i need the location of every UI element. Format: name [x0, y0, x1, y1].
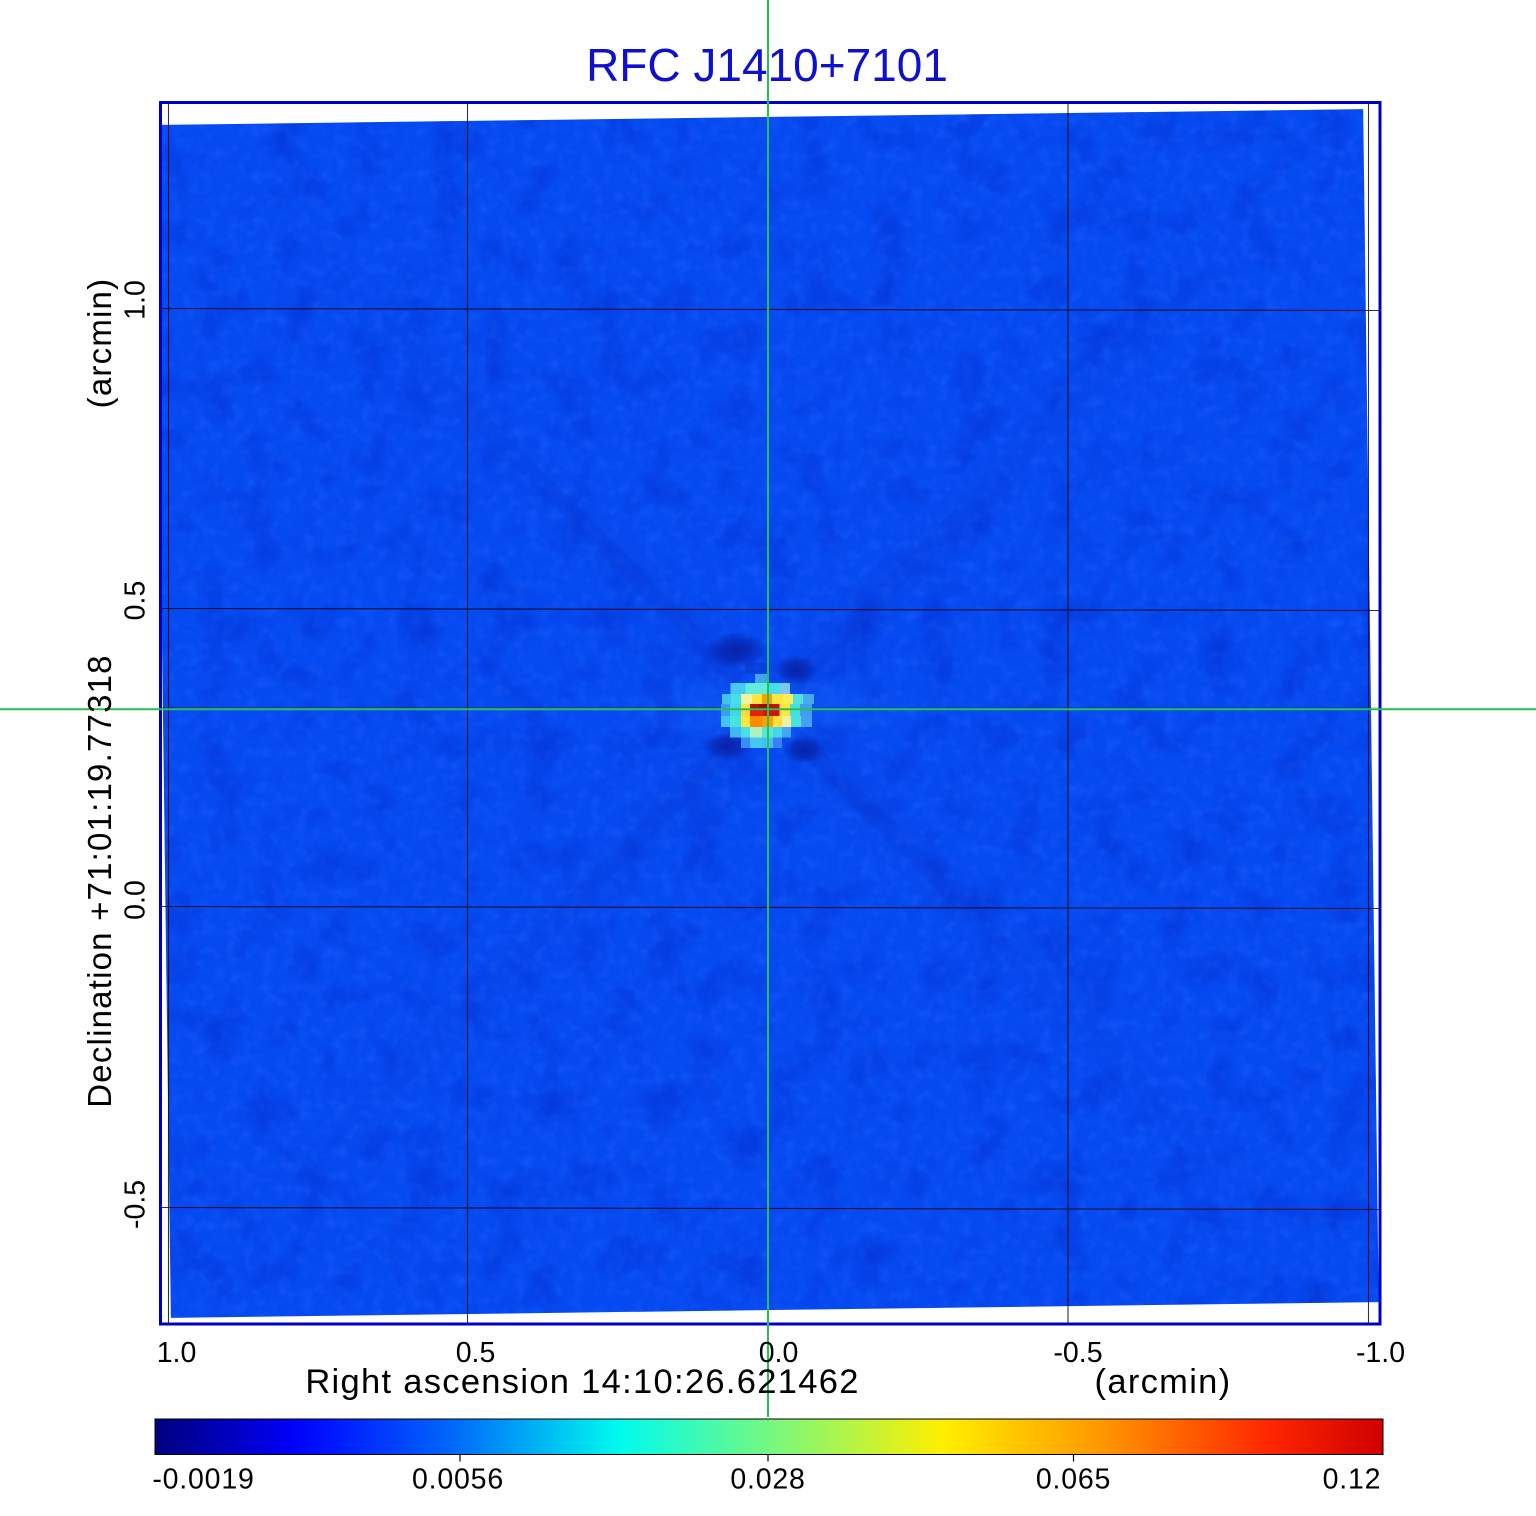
svg-text:0.0056: 0.0056 [412, 1464, 504, 1496]
svg-text:RFC J1410+7101: RFC J1410+7101 [586, 39, 948, 91]
svg-text:-1.0: -1.0 [1356, 1337, 1405, 1369]
svg-text:-0.0019: -0.0019 [152, 1464, 254, 1496]
svg-text:Declination +71:01:19.77318: Declination +71:01:19.77318 [81, 654, 118, 1108]
svg-text:0.12: 0.12 [1323, 1464, 1382, 1496]
svg-text:0.065: 0.065 [1036, 1464, 1111, 1496]
svg-text:0.028: 0.028 [730, 1464, 805, 1496]
svg-text:1.0: 1.0 [157, 1337, 197, 1369]
svg-text:0.0: 0.0 [120, 880, 152, 920]
svg-text:(arcmin): (arcmin) [1095, 1363, 1232, 1401]
svg-text:0.0: 0.0 [759, 1337, 799, 1369]
svg-text:0.5: 0.5 [120, 581, 152, 621]
svg-text:-0.5: -0.5 [120, 1180, 152, 1229]
svg-text:(arcmin): (arcmin) [81, 278, 118, 409]
svg-text:1.0: 1.0 [120, 280, 152, 320]
svg-text:0.5: 0.5 [456, 1337, 496, 1369]
svg-text:-0.5: -0.5 [1053, 1337, 1102, 1369]
svg-text:Right ascension 14:10:26.6214: Right ascension 14:10:26.621462 [305, 1363, 859, 1401]
